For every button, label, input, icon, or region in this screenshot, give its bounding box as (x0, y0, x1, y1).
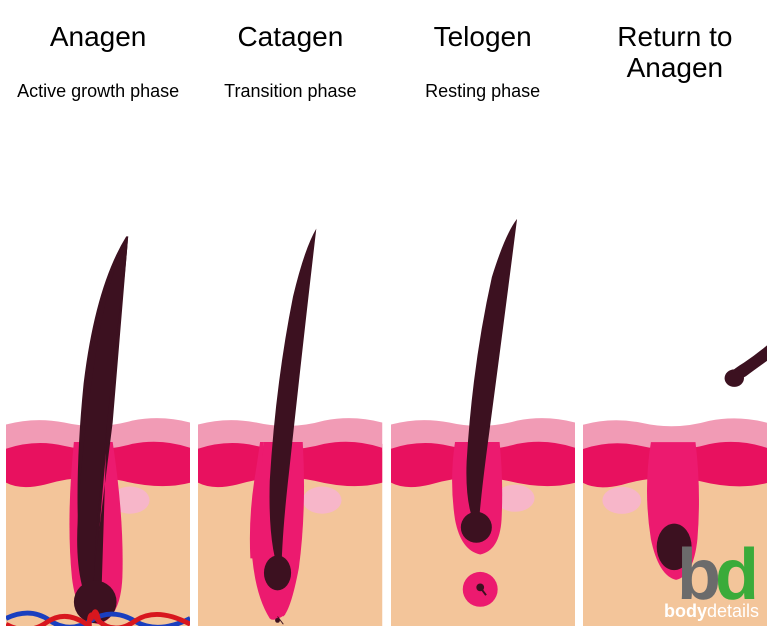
panel-subtitle: Transition phase (198, 81, 382, 125)
logo-letter-d: d (715, 547, 759, 605)
logo-wordmark: bodydetails (664, 601, 759, 622)
panel-subtitle: Active growth phase (6, 81, 190, 125)
logo-letter-b: b (677, 547, 715, 605)
panel-title: Catagen (198, 22, 382, 53)
panel-subtitle: Resting phase (391, 81, 575, 125)
panel-title: Return to Anagen (583, 22, 767, 84)
diagram-catagen (198, 135, 382, 626)
panel-return-anagen: Return to Anagen (583, 4, 767, 626)
panel-title: Telogen (391, 22, 575, 53)
panel-subtitle (583, 112, 767, 156)
panel-telogen: Telogen Resting phase (391, 4, 575, 626)
panel-catagen: Catagen Transition phase (198, 4, 382, 626)
diagram-anagen (6, 135, 190, 626)
panel-anagen: Anagen Active growth phase (6, 4, 190, 626)
hair-cycle-panels: Anagen Active growth phase (0, 0, 773, 632)
brand-logo: b d bodydetails (664, 547, 759, 622)
diagram-telogen (391, 135, 575, 626)
panel-title: Anagen (6, 22, 190, 53)
logo-bd-mark: b d (664, 547, 759, 605)
